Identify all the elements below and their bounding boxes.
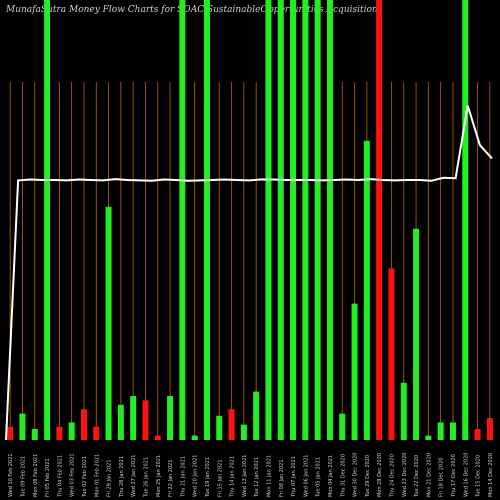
flow-bar (167, 396, 174, 440)
x-tick-label: Wed 16 Dec 2020 (463, 453, 469, 497)
flow-bar (19, 413, 26, 440)
x-tick-label: Thu 28 Jan 2021 (119, 456, 125, 498)
flow-bar (277, 0, 284, 440)
money-flow-line (5, 105, 493, 441)
x-tick-label: Fri 29 Jan 2021 (107, 459, 113, 497)
flow-bar (7, 426, 14, 440)
flow-bar (388, 268, 395, 440)
x-tick-label: Wed 10 Feb 2021 (8, 453, 14, 497)
flow-bar (68, 422, 75, 440)
x-tick-label: Wed 13 Jan 2021 (242, 455, 248, 497)
flow-bar (326, 0, 333, 440)
flow-bar (154, 435, 161, 440)
x-tick-label: Thu 24 Dec 2020 (389, 454, 395, 498)
x-tick-label: Mon 21 Dec 2020 (426, 453, 432, 497)
x-tick-label: Wed 30 Dec 2020 (353, 453, 359, 497)
x-tick-label: Thu 21 Jan 2021 (180, 456, 186, 498)
flow-bar (437, 422, 444, 440)
flow-bar (31, 429, 38, 440)
flow-bar (400, 382, 407, 440)
flow-bar (44, 0, 51, 440)
flow-bar (462, 0, 469, 440)
flow-bar (56, 426, 63, 440)
flow-bar (130, 396, 137, 440)
flow-bar (142, 400, 149, 440)
flow-bar (413, 228, 420, 440)
x-tick-label: Wed 03 Feb 2021 (70, 453, 76, 497)
x-tick-label: Wed 23 Dec 2020 (402, 453, 408, 497)
x-tick-label: Tue 29 Dec 2020 (365, 455, 371, 498)
x-tick-label: Thu 17 Dec 2020 (451, 454, 457, 498)
flow-bar (425, 435, 432, 440)
x-tick-label: Thu 31 Dec 2020 (340, 454, 346, 498)
flow-bar (228, 409, 235, 440)
x-tick-label: Fri 15 Jan 2021 (217, 459, 223, 497)
flow-bar (80, 409, 87, 440)
flow-bar (363, 140, 370, 441)
flow-bar (351, 303, 358, 440)
flow-bar (253, 391, 260, 440)
x-tick-label: Fri 08 Jan 2021 (279, 459, 285, 497)
flow-bar (191, 435, 198, 440)
x-tick-label: Mon 04 Jan 2021 (328, 455, 334, 497)
x-tick-label: Mon 08 Feb 2021 (33, 454, 39, 497)
x-tick-label: Tue 15 Dec 2020 (476, 455, 482, 498)
flow-bar (314, 0, 321, 440)
flow-bar (339, 413, 346, 440)
x-tick-label: Tue 26 Jan 2021 (143, 457, 149, 498)
flow-bar (117, 404, 124, 440)
flow-bar (449, 422, 456, 440)
flow-bar (474, 429, 481, 440)
x-tick-label: Tue 22 Dec 2020 (414, 455, 420, 498)
x-tick-label: Tue 02 Feb 2021 (82, 456, 88, 498)
x-tick-label: Fri 18 Dec 2020 (439, 458, 445, 498)
x-tick-label: Fri 05 Feb 2021 (45, 458, 51, 497)
chart-title: MunafaSutra Money Flow Charts for SOAC S… (6, 5, 378, 15)
flow-bar (203, 0, 210, 440)
x-tick-label: Mon 14 Dec 2020 (488, 453, 494, 497)
x-tick-label: Tue 09 Feb 2021 (20, 456, 26, 498)
x-tick-label: Mon 01 Feb 2021 (94, 454, 100, 497)
flow-bar (265, 0, 272, 440)
flow-bar (302, 0, 309, 440)
flow-bar (105, 206, 112, 440)
flow-bar (376, 0, 383, 440)
flow-bar (179, 0, 186, 440)
x-tick-label: Thu 07 Jan 2021 (291, 456, 297, 498)
x-tick-label: Thu 04 Feb 2021 (57, 455, 63, 498)
flow-bar (93, 426, 100, 440)
x-tick-label: Wed 27 Jan 2021 (131, 455, 137, 497)
flow-bar (240, 424, 247, 440)
flow-bar (216, 415, 223, 440)
x-tick-label: Wed 20 Jan 2021 (193, 455, 199, 497)
x-tick-label: Fri 22 Jan 2021 (168, 459, 174, 497)
x-tick-label: Thu 14 Jan 2021 (230, 456, 236, 498)
flow-bar (290, 0, 297, 440)
x-tick-label: Tue 05 Jan 2021 (316, 457, 322, 498)
x-tick-label: Mon 28 Dec 2020 (377, 453, 383, 497)
x-tick-label: Mon 25 Jan 2021 (156, 455, 162, 497)
flow-bar (486, 418, 493, 440)
x-tick-label: Wed 06 Jan 2021 (303, 455, 309, 497)
x-tick-label: Tue 19 Jan 2021 (205, 457, 211, 498)
x-tick-label: Tue 12 Jan 2021 (254, 457, 260, 498)
x-tick-label: Mon 11 Jan 2021 (266, 455, 272, 497)
